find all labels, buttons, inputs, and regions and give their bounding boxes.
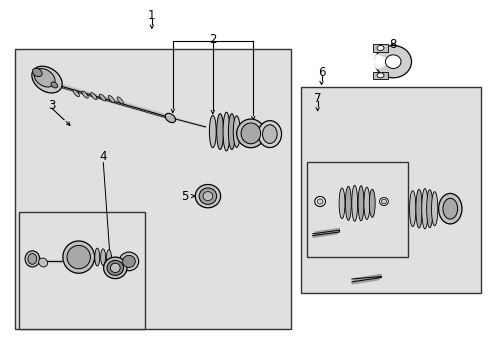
Ellipse shape: [442, 198, 457, 219]
Ellipse shape: [415, 189, 421, 228]
Ellipse shape: [39, 258, 47, 267]
Ellipse shape: [421, 189, 427, 229]
Wedge shape: [374, 55, 392, 68]
Ellipse shape: [119, 252, 139, 271]
Ellipse shape: [195, 184, 220, 208]
Ellipse shape: [374, 45, 411, 78]
Ellipse shape: [25, 251, 40, 267]
Ellipse shape: [34, 69, 55, 87]
Circle shape: [376, 73, 383, 78]
Ellipse shape: [63, 241, 94, 273]
Text: 1: 1: [148, 9, 155, 22]
Ellipse shape: [379, 198, 387, 206]
Text: 6: 6: [317, 66, 325, 79]
Ellipse shape: [368, 189, 374, 217]
Bar: [372, 44, 387, 51]
Text: 3: 3: [48, 99, 56, 112]
Bar: [15, 49, 290, 329]
Text: 8: 8: [389, 38, 396, 51]
Polygon shape: [312, 228, 339, 237]
Ellipse shape: [385, 55, 400, 68]
Polygon shape: [351, 274, 381, 284]
Ellipse shape: [101, 249, 105, 265]
Ellipse shape: [345, 186, 350, 220]
Ellipse shape: [209, 116, 216, 148]
Ellipse shape: [199, 188, 216, 204]
Ellipse shape: [241, 123, 260, 144]
Ellipse shape: [117, 97, 123, 104]
Circle shape: [376, 45, 383, 50]
Ellipse shape: [110, 263, 120, 273]
Ellipse shape: [351, 185, 357, 221]
Ellipse shape: [28, 253, 37, 264]
Text: 4: 4: [99, 150, 106, 163]
Ellipse shape: [216, 114, 223, 149]
Ellipse shape: [107, 260, 123, 275]
Ellipse shape: [32, 68, 42, 77]
Ellipse shape: [108, 95, 114, 103]
Ellipse shape: [381, 199, 386, 204]
Ellipse shape: [106, 249, 111, 265]
Text: 7: 7: [313, 92, 321, 105]
Ellipse shape: [258, 121, 281, 148]
Ellipse shape: [95, 248, 100, 266]
Ellipse shape: [32, 66, 62, 93]
Ellipse shape: [165, 113, 175, 123]
Bar: [300, 87, 480, 293]
Ellipse shape: [67, 246, 90, 269]
Ellipse shape: [51, 82, 58, 88]
Ellipse shape: [228, 114, 235, 149]
Bar: [306, 162, 407, 257]
Ellipse shape: [357, 186, 363, 221]
Ellipse shape: [426, 190, 432, 228]
Bar: [19, 212, 144, 329]
Ellipse shape: [317, 199, 323, 204]
Ellipse shape: [262, 125, 277, 143]
Ellipse shape: [122, 255, 135, 267]
Text: 5: 5: [181, 190, 188, 203]
Ellipse shape: [203, 192, 212, 201]
Ellipse shape: [236, 119, 264, 148]
Ellipse shape: [233, 116, 240, 147]
Ellipse shape: [314, 197, 325, 207]
Ellipse shape: [409, 191, 415, 226]
Ellipse shape: [99, 94, 105, 101]
Bar: [372, 72, 387, 79]
Ellipse shape: [103, 257, 127, 279]
Ellipse shape: [223, 112, 229, 151]
Text: 2: 2: [209, 33, 216, 46]
Ellipse shape: [438, 193, 461, 224]
Ellipse shape: [81, 91, 88, 98]
Ellipse shape: [90, 93, 97, 100]
Ellipse shape: [430, 192, 437, 226]
Ellipse shape: [363, 187, 369, 220]
Ellipse shape: [338, 188, 344, 219]
Ellipse shape: [73, 90, 79, 97]
